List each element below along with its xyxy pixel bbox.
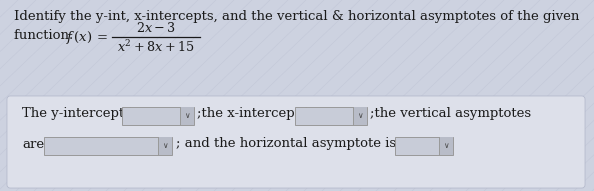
- Bar: [122, 107, 194, 125]
- Bar: [439, 137, 453, 155]
- Bar: [395, 137, 453, 155]
- Text: ∨: ∨: [184, 112, 190, 121]
- FancyBboxPatch shape: [7, 96, 585, 188]
- Text: Identify the y-int, x-intercepts, and the vertical & horizontal asymptotes of th: Identify the y-int, x-intercepts, and th…: [14, 10, 579, 23]
- Text: ;the vertical asymptotes: ;the vertical asymptotes: [370, 108, 531, 121]
- Text: $2x - 3$: $2x - 3$: [136, 21, 176, 35]
- Bar: [353, 107, 367, 125]
- Text: $x^2 + 8x + 15$: $x^2 + 8x + 15$: [117, 39, 195, 55]
- Text: $f\,(x)\,=$: $f\,(x)\,=$: [66, 29, 108, 46]
- Bar: [158, 137, 172, 155]
- Text: ∨: ∨: [357, 112, 363, 121]
- Text: The y-intercept is: The y-intercept is: [22, 108, 139, 121]
- Bar: [44, 137, 172, 155]
- Bar: [295, 107, 367, 125]
- Text: ; and the horizontal asymptote is: ; and the horizontal asymptote is: [176, 138, 396, 151]
- Text: are: are: [22, 138, 44, 151]
- Text: function.: function.: [14, 29, 77, 42]
- Bar: [180, 107, 194, 125]
- Text: ∨: ∨: [162, 142, 168, 151]
- Text: ∨: ∨: [443, 142, 449, 151]
- Text: ;the x-intercept is: ;the x-intercept is: [197, 108, 315, 121]
